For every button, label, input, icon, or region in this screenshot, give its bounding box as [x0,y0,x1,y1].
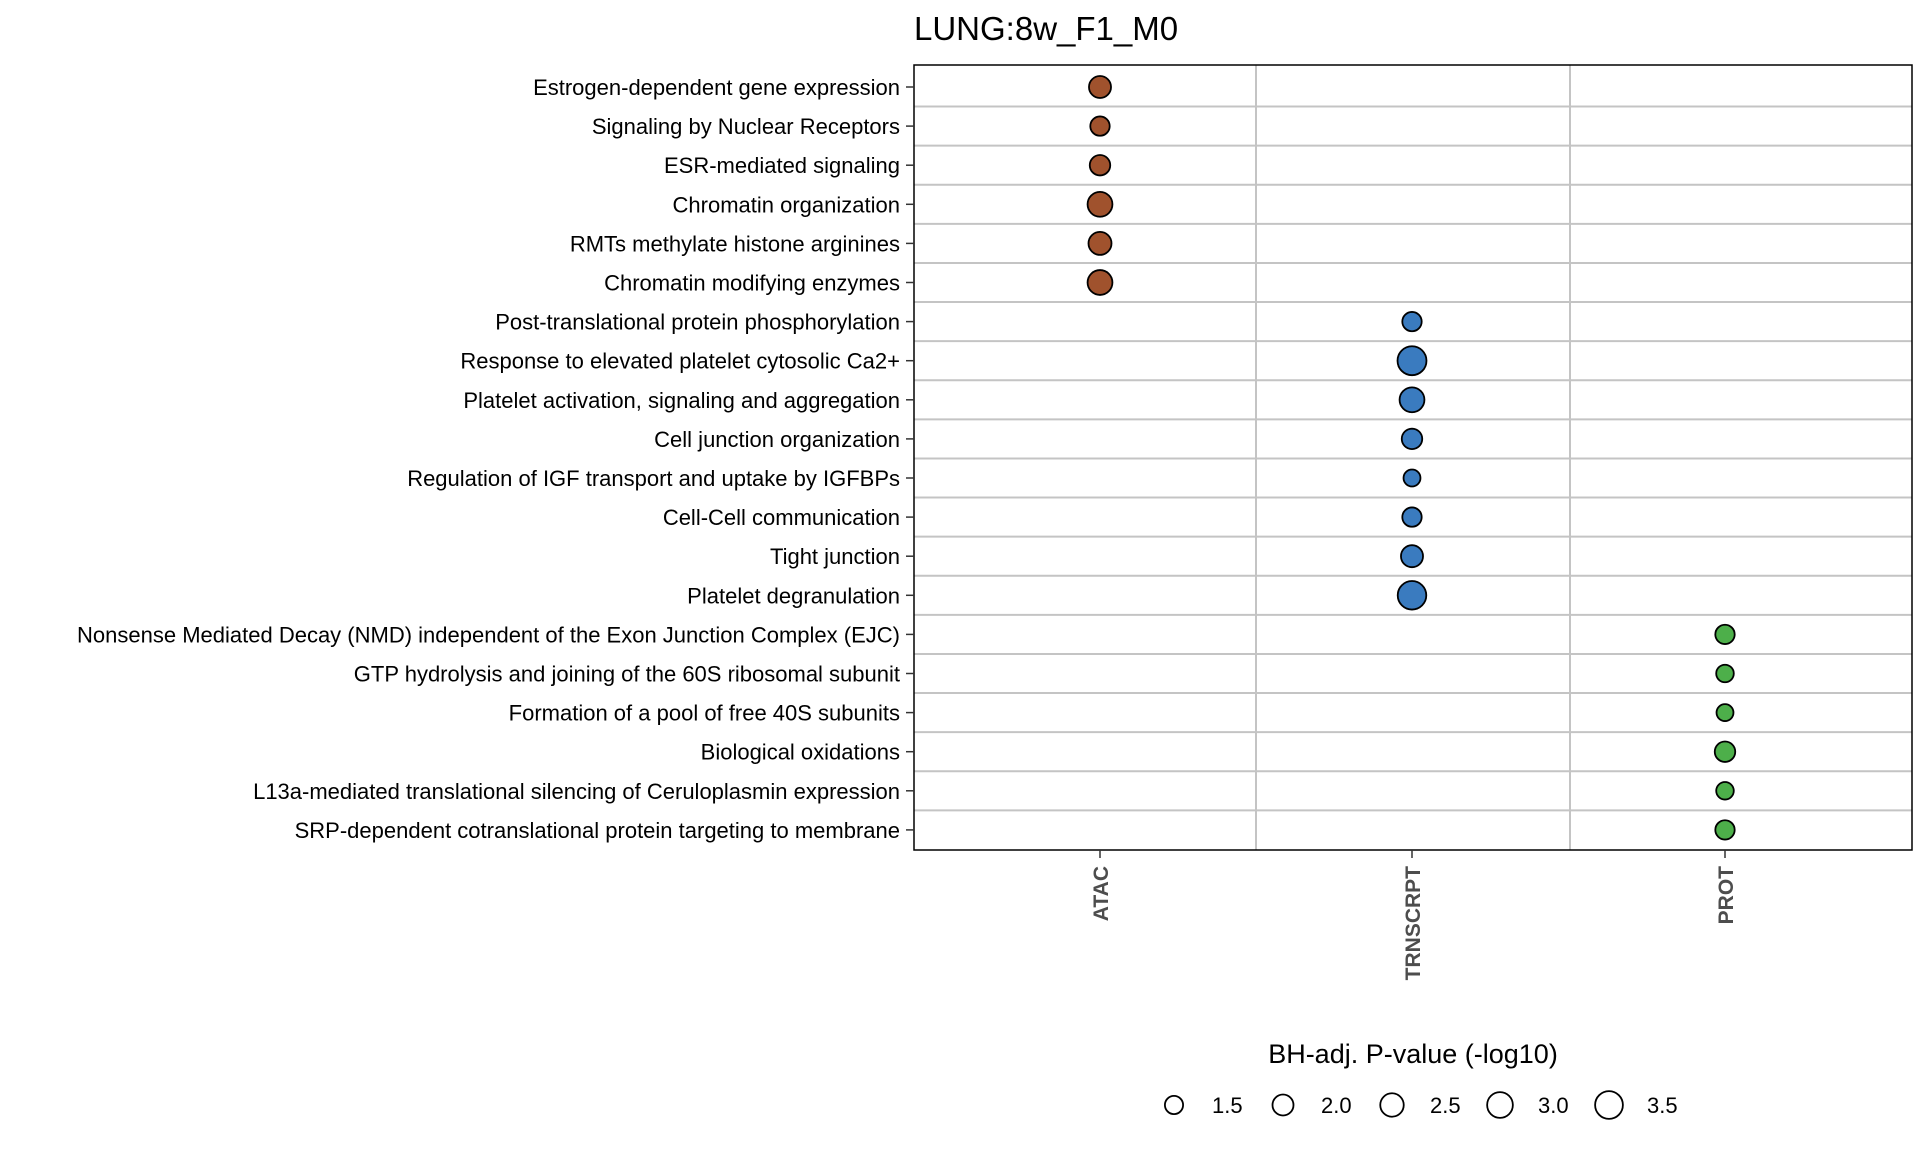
legend-key-circle [1379,1092,1405,1118]
y-tick-label: SRP-dependent cotranslational protein ta… [295,818,900,843]
data-point [1086,269,1114,296]
grid-lines [914,65,1912,850]
data-point [1400,544,1424,569]
y-tick-label: Cell-Cell communication [663,505,900,530]
y-tick-label: Tight junction [770,544,900,569]
size-legend: 1.5 2.0 2.5 3.0 3.5 [1164,1090,1678,1120]
y-tick-label: Formation of a pool of free 40S subunits [509,701,900,726]
y-tick-label: Chromatin modifying enzymes [604,271,900,296]
x-tick-label: TRNSCRPT [1402,866,1425,981]
y-tick-label: Signaling by Nuclear Receptors [592,114,900,139]
legend-key-label: 2.5 [1430,1093,1461,1118]
y-tick-label: Estrogen-dependent gene expression [533,75,900,100]
data-point [1088,154,1112,177]
y-tick-label: Chromatin organization [673,192,900,217]
data-point [1402,468,1422,488]
y-tick-label: GTP hydrolysis and joining of the 60S ri… [354,662,900,687]
data-point [1086,190,1114,218]
y-tick-label: Response to elevated platelet cytosolic … [460,349,900,374]
data-point [1087,230,1113,256]
x-axis-tick-labels: ATAC TRNSCRPT PROT [1090,850,1738,980]
y-tick-label: RMTs methylate histone arginines [570,231,900,256]
data-point [1400,427,1424,451]
data-point [1714,819,1736,841]
y-tick-label: ESR-mediated signaling [664,153,900,178]
data-point [1396,345,1428,377]
chart-title: LUNG:8w_F1_M0 [914,10,1178,47]
legend-key-circle [1271,1093,1295,1117]
y-tick-label: Biological oxidations [701,740,900,765]
legend-key-circle [1164,1095,1184,1115]
x-tick-label: PROT [1715,866,1738,925]
data-points [1086,75,1737,841]
y-tick-label: L13a-mediated translational silencing of… [253,779,900,804]
data-point [1715,663,1735,684]
y-tick-label: Post-translational protein phosphorylati… [495,310,900,335]
legend-key-label: 3.0 [1538,1093,1569,1118]
data-point [1715,781,1735,801]
data-point [1396,580,1428,611]
data-point [1715,703,1735,722]
legend-key-circle [1594,1090,1624,1120]
y-tick-label: Regulation of IGF transport and uptake b… [407,466,900,491]
y-tick-label: Platelet activation, signaling and aggre… [463,388,900,413]
y-tick-label: Platelet degranulation [687,583,900,608]
legend-key-label: 1.5 [1212,1093,1243,1118]
data-point [1401,311,1423,333]
legend-key-label: 2.0 [1321,1093,1352,1118]
legend-key-circle [1486,1091,1514,1119]
legend-title: BH-adj. P-value (-log10) [1268,1039,1558,1069]
plot-panel-border [913,64,1913,851]
data-point [1401,506,1423,528]
data-point [1713,740,1737,763]
data-point [1398,386,1426,414]
y-axis-tick-labels: Estrogen-dependent gene expression Signal… [77,75,914,843]
data-point [1088,75,1112,99]
y-tick-label: Cell junction organization [654,427,900,452]
data-point [1714,623,1736,645]
data-point [1089,115,1111,137]
y-tick-label: Nonsense Mediated Decay (NMD) independen… [77,622,900,647]
legend-key-label: 3.5 [1647,1093,1678,1118]
x-tick-label: ATAC [1090,866,1113,921]
